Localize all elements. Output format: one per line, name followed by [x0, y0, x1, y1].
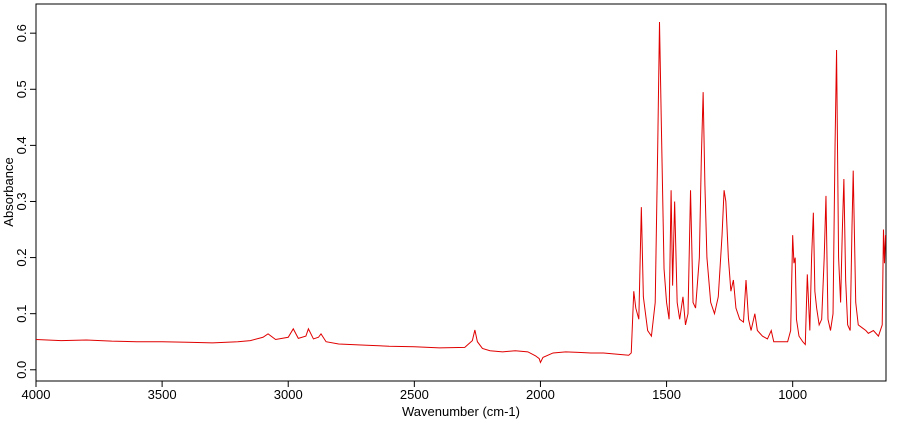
x-tick-label: 1000 — [778, 387, 807, 402]
y-tick-label: 0.0 — [14, 361, 29, 379]
spectrum-line — [35, 21, 886, 364]
plot-frame — [35, 3, 887, 382]
y-tick-label: 0.5 — [14, 80, 29, 98]
x-tick-label: 2000 — [526, 387, 555, 402]
y-tick-label: 0.3 — [14, 192, 29, 210]
y-tick-label: 0.2 — [14, 249, 29, 267]
x-axis-label: Wavenumber (cm-1) — [402, 404, 520, 419]
x-tick-label: 2500 — [400, 387, 429, 402]
y-axis-label: Absorbance — [1, 157, 16, 226]
y-tick-label: 0.1 — [14, 305, 29, 323]
y-tick-label: 0.6 — [14, 24, 29, 42]
x-tick-label: 4000 — [22, 387, 51, 402]
x-tick-label: 3000 — [274, 387, 303, 402]
y-tick-label: 0.4 — [14, 136, 29, 154]
x-tick-label: 1500 — [652, 387, 681, 402]
x-tick-label: 3500 — [148, 387, 177, 402]
